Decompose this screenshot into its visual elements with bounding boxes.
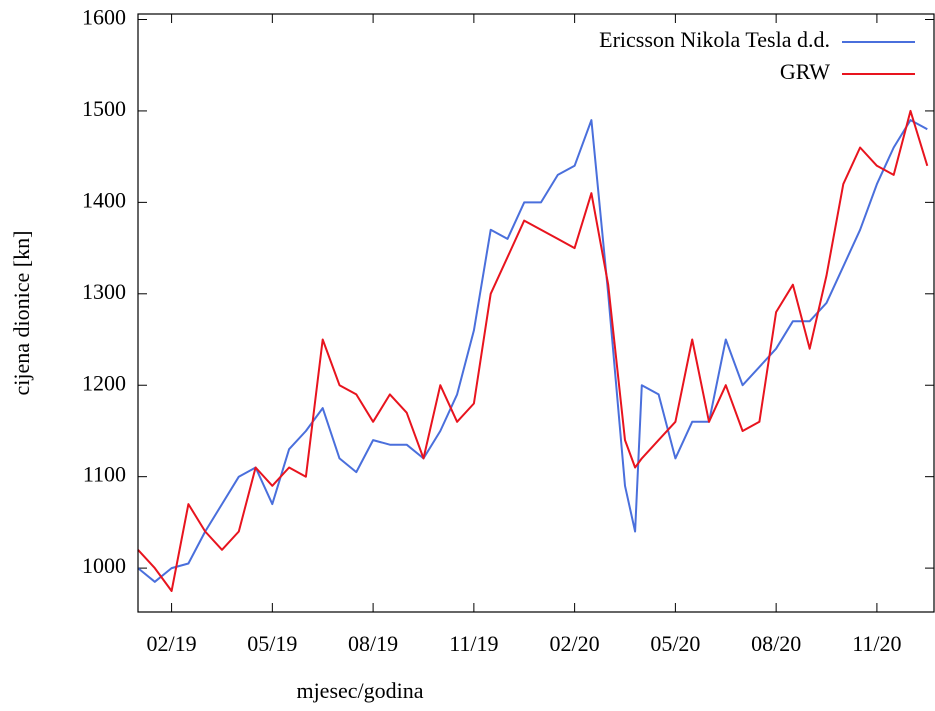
series-line <box>137 109 929 592</box>
y-tick-label: 1400 <box>82 187 126 212</box>
x-tick-label: 05/19 <box>247 631 297 656</box>
y-tick-label: 1200 <box>82 370 126 395</box>
plot-frame <box>137 13 935 613</box>
y-axis-label: cijena dionice [kn] <box>9 231 34 396</box>
series-line <box>137 119 928 583</box>
y-tick-label: 1100 <box>83 462 126 487</box>
x-tick-label: 11/20 <box>852 631 901 656</box>
x-tick-label: 11/19 <box>449 631 498 656</box>
legend-label: GRW <box>780 59 830 84</box>
x-tick-label: 08/20 <box>751 631 801 656</box>
y-tick-label: 1600 <box>82 5 126 30</box>
y-tick-label: 1500 <box>82 96 126 121</box>
y-tick-label: 1300 <box>82 279 126 304</box>
x-axis-label: mjesec/godina <box>296 678 423 703</box>
legend-label: Ericsson Nikola Tesla d.d. <box>599 27 830 52</box>
x-tick-label: 02/20 <box>550 631 600 656</box>
x-tick-label: 02/19 <box>147 631 197 656</box>
y-tick-label: 1000 <box>82 553 126 578</box>
x-tick-label: 08/19 <box>348 631 398 656</box>
x-tick-label: 05/20 <box>650 631 700 656</box>
